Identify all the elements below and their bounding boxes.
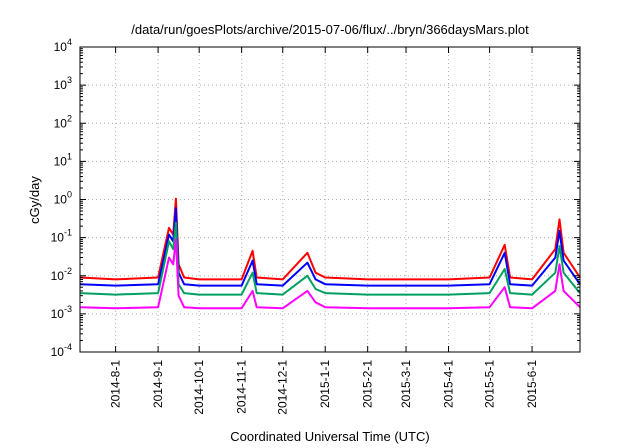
grid [80,47,580,352]
y-tick-label: 10-4 [51,342,72,359]
y-tick-label: 101 [54,151,72,168]
y-tick-label: 10-2 [51,266,72,283]
x-tick-label: 2014-8-1 [109,360,123,408]
series-line-1 [79,197,581,281]
y-axis-label: cGy/day [27,176,42,224]
x-tick-label: 2014-10-1 [192,360,206,415]
x-tick-label: 2015-5-1 [483,360,497,408]
x-tick-label: 2014-12-1 [276,360,290,415]
series-line-4 [79,238,581,310]
y-tick-label: 102 [54,113,72,130]
series-line-3 [79,221,581,296]
y-axis: 10-4 10-3 10-2 10-1 100 101 102 103 104 [51,37,580,359]
x-tick-label: 2015-2-1 [361,360,375,408]
y-tick-label: 104 [54,37,72,54]
x-tick-label: 2014-9-1 [151,360,165,408]
x-tick-label: 2015-1-1 [318,360,332,408]
y-tick-label: 100 [54,190,72,207]
x-tick-label: 2015-6-1 [525,360,539,408]
series-layer [79,197,581,310]
x-tick-label: 2015-4-1 [441,360,455,408]
x-axis: 2014-8-1 2014-9-1 2014-10-1 2014-11-1 2014-1… [109,47,539,415]
y-tick-label: 10-1 [51,228,72,245]
x-axis-label: Coordinated Universal Time (UTC) [230,429,429,444]
chart-title: /data/run/goesPlots/archive/2015-07-06/f… [131,22,529,37]
x-tick-label: 2015-3-1 [399,360,413,408]
y-tick-label: 103 [54,75,72,92]
y-tick-label: 10-3 [51,304,72,321]
x-tick-label: 2014-11-1 [235,360,249,414]
series-line-2 [79,207,581,287]
